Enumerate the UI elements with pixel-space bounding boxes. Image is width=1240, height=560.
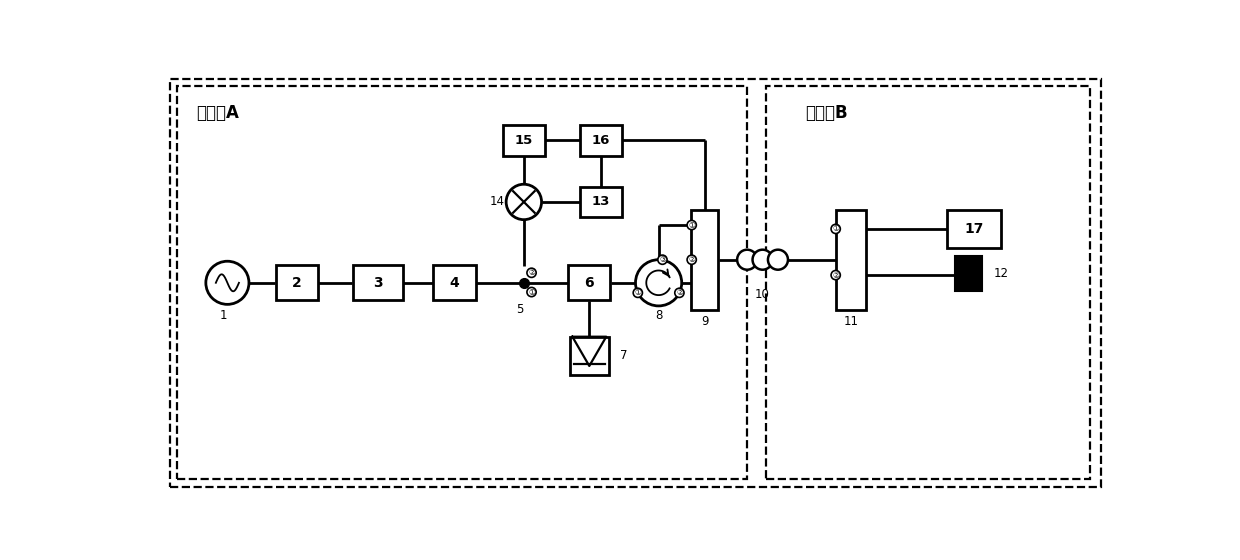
Text: 4: 4	[450, 276, 460, 290]
Text: 11: 11	[843, 315, 858, 328]
Bar	[579, 125, 622, 156]
Bar	[955, 256, 982, 291]
Circle shape	[527, 287, 536, 297]
Text: 17: 17	[965, 222, 985, 236]
Text: ①: ①	[528, 287, 534, 297]
Text: 9: 9	[701, 315, 708, 328]
Text: ②: ②	[832, 270, 839, 279]
Text: 接收端B: 接收端B	[805, 104, 847, 123]
Bar	[275, 265, 317, 300]
Circle shape	[687, 221, 697, 230]
Bar	[352, 265, 403, 300]
Bar	[836, 209, 867, 310]
Text: ②: ②	[688, 255, 696, 264]
Text: 14: 14	[490, 195, 505, 208]
Text: 8: 8	[655, 309, 662, 321]
Circle shape	[753, 250, 773, 270]
Text: 7: 7	[620, 349, 627, 362]
Circle shape	[675, 288, 684, 297]
Circle shape	[658, 255, 667, 264]
Text: 15: 15	[515, 134, 533, 147]
Circle shape	[635, 260, 682, 306]
Text: 2: 2	[291, 276, 301, 290]
Text: ③: ③	[658, 255, 666, 264]
Bar	[502, 125, 546, 156]
Circle shape	[737, 250, 758, 270]
Bar	[692, 209, 718, 310]
Text: 13: 13	[591, 195, 610, 208]
Bar	[177, 86, 748, 479]
Circle shape	[687, 255, 697, 264]
Circle shape	[506, 184, 542, 220]
Bar	[568, 265, 610, 300]
Circle shape	[768, 250, 787, 270]
Text: ②: ②	[676, 288, 683, 297]
Text: 10: 10	[755, 288, 770, 301]
Text: ①: ①	[832, 225, 839, 234]
Text: 5: 5	[516, 304, 523, 316]
Text: ①: ①	[688, 221, 696, 230]
Circle shape	[527, 268, 536, 277]
Circle shape	[634, 288, 642, 297]
Bar	[570, 337, 609, 375]
Text: 发送端A: 发送端A	[197, 104, 239, 123]
Bar	[433, 265, 476, 300]
Circle shape	[831, 224, 841, 234]
Text: 12: 12	[993, 267, 1008, 280]
Text: ②: ②	[528, 268, 534, 277]
Text: 3: 3	[373, 276, 382, 290]
Text: 16: 16	[591, 134, 610, 147]
Bar	[766, 86, 1090, 479]
Text: ①: ①	[635, 288, 641, 297]
Circle shape	[206, 261, 249, 305]
Text: 6: 6	[584, 276, 594, 290]
Bar	[947, 209, 1001, 248]
Circle shape	[831, 270, 841, 280]
Text: 1: 1	[219, 309, 227, 321]
Bar	[579, 186, 622, 217]
